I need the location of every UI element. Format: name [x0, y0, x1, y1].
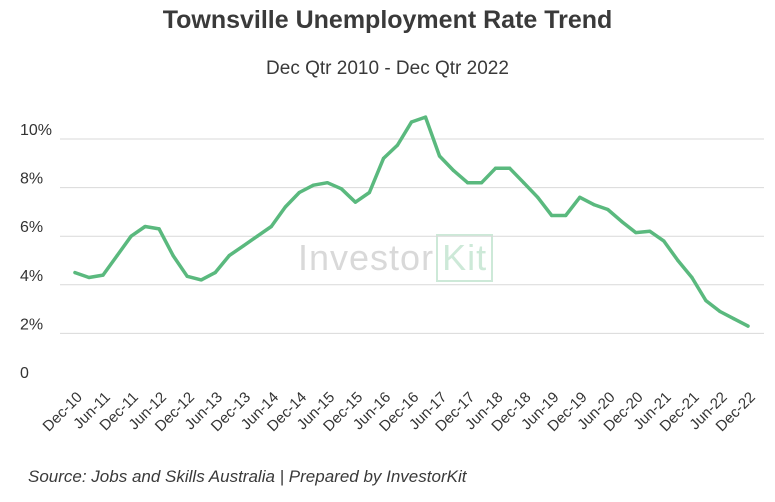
watermark-logo: Investor Kit	[298, 234, 494, 282]
data-point	[690, 275, 694, 280]
data-point	[564, 213, 568, 218]
data-point	[480, 181, 484, 185]
y-tick-label: 0	[20, 365, 29, 382]
data-point	[311, 183, 315, 187]
data-point	[662, 239, 666, 243]
data-point	[339, 187, 343, 191]
data-point	[115, 254, 119, 258]
y-tick-label: 4%	[20, 268, 43, 285]
data-point	[451, 168, 456, 173]
y-tick-label: 8%	[20, 171, 43, 188]
data-point	[297, 190, 301, 195]
data-point	[746, 324, 750, 328]
data-point	[522, 181, 526, 185]
chart-title: Townsville Unemployment Rate Trend	[162, 6, 613, 34]
y-tick-label: 2%	[20, 316, 43, 333]
data-point	[508, 166, 512, 170]
data-point	[592, 203, 596, 207]
y-tick-label: 10%	[20, 122, 52, 139]
data-point	[578, 195, 582, 199]
data-point	[87, 275, 91, 280]
data-point	[171, 254, 175, 258]
data-point	[423, 115, 428, 119]
data-point	[185, 274, 189, 278]
data-point	[606, 207, 610, 212]
data-point	[704, 298, 708, 303]
data-point	[465, 181, 470, 185]
data-point	[255, 234, 259, 238]
data-point	[409, 120, 414, 124]
data-point	[73, 271, 77, 275]
data-point	[353, 200, 358, 204]
data-point	[381, 156, 386, 161]
data-point	[199, 278, 203, 282]
data-point	[143, 224, 147, 229]
watermark-kit-box: Kit	[436, 234, 494, 282]
data-point	[395, 143, 400, 147]
data-point	[494, 166, 498, 170]
data-point	[241, 244, 245, 248]
data-point	[732, 317, 736, 321]
data-point	[157, 227, 161, 231]
data-point	[676, 258, 680, 263]
data-point	[269, 224, 273, 229]
series-line	[73, 115, 750, 328]
data-point	[367, 190, 372, 195]
data-point	[620, 220, 624, 224]
source-note: Source: Jobs and Skills Australia | Prep…	[28, 467, 467, 486]
y-tick-label: 6%	[20, 219, 43, 236]
data-point	[634, 230, 638, 235]
watermark-text: Investor	[298, 237, 435, 278]
data-point	[325, 181, 329, 185]
chart-subtitle: Dec Qtr 2010 - Dec Qtr 2022	[266, 58, 509, 79]
data-point	[213, 271, 217, 275]
data-point	[437, 154, 442, 158]
data-point	[129, 234, 133, 238]
data-point	[536, 195, 540, 199]
data-point	[101, 273, 105, 277]
data-point	[648, 229, 652, 233]
data-point	[283, 205, 287, 209]
data-point	[227, 254, 231, 258]
data-point	[718, 309, 722, 314]
data-point	[550, 213, 554, 218]
